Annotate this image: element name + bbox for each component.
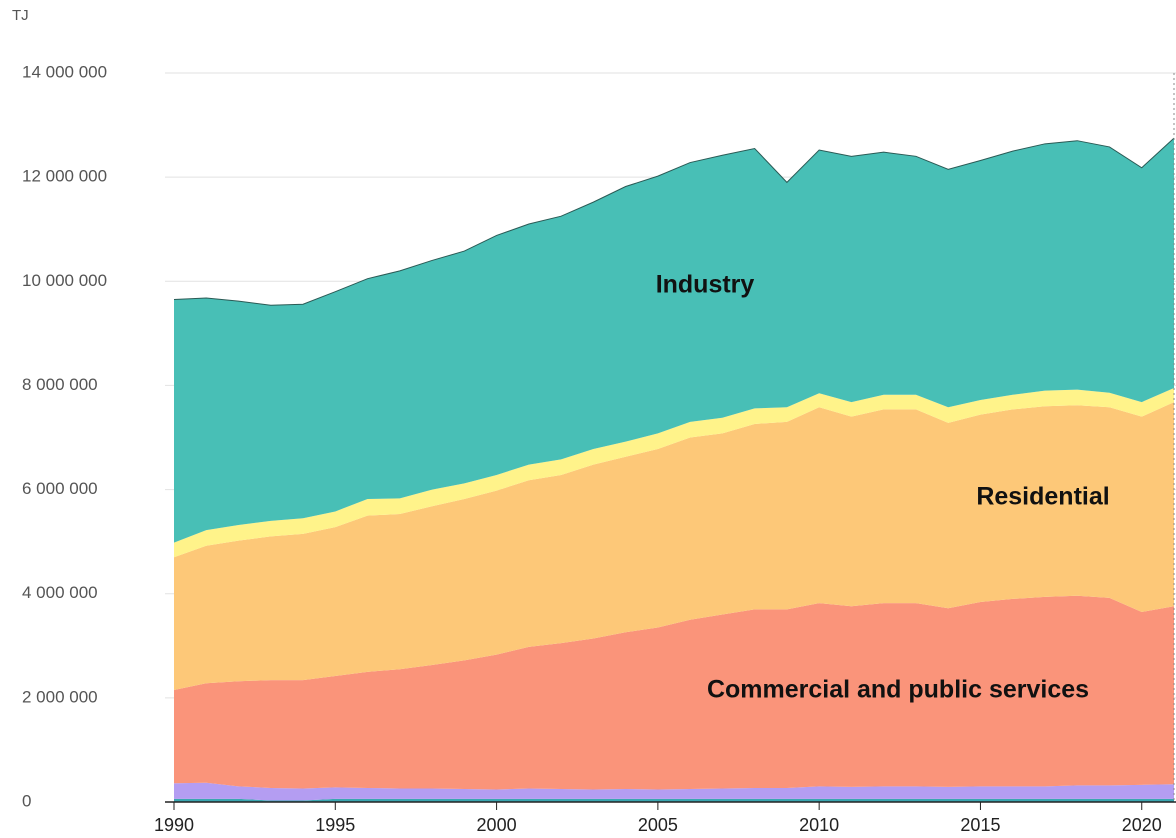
y-axis-label: TJ bbox=[12, 7, 29, 24]
x-tick-label: 2015 bbox=[960, 815, 1000, 835]
x-tick-label: 2000 bbox=[477, 815, 517, 835]
y-tick-label: 4 000 000 bbox=[22, 583, 98, 602]
x-tick-label: 2020 bbox=[1122, 815, 1162, 835]
x-tick-label: 2005 bbox=[638, 815, 678, 835]
y-tick-label: 10 000 000 bbox=[22, 271, 107, 290]
area bbox=[174, 782, 1174, 801]
series-label: Industry bbox=[656, 271, 755, 299]
y-tick-label: 6 000 000 bbox=[22, 479, 98, 498]
top-outline bbox=[173, 137, 1175, 306]
y-tick-label: 2 000 000 bbox=[22, 687, 98, 706]
y-tick-label: 8 000 000 bbox=[22, 375, 98, 394]
area bbox=[174, 388, 1174, 558]
y-tick-label: 12 000 000 bbox=[22, 167, 107, 186]
x-tick-label: 1995 bbox=[315, 815, 355, 835]
area bbox=[174, 798, 1174, 802]
area bbox=[174, 402, 1174, 691]
x-tick-label: 1990 bbox=[154, 815, 194, 835]
x-tick-label: 2010 bbox=[799, 815, 839, 835]
y-tick-label: 0 bbox=[22, 791, 31, 810]
area bbox=[174, 138, 1174, 543]
y-tick-label: 14 000 000 bbox=[22, 62, 107, 81]
series-label: Residential bbox=[976, 483, 1109, 511]
area bbox=[174, 595, 1174, 790]
series-label: Commercial and public services bbox=[707, 676, 1089, 704]
